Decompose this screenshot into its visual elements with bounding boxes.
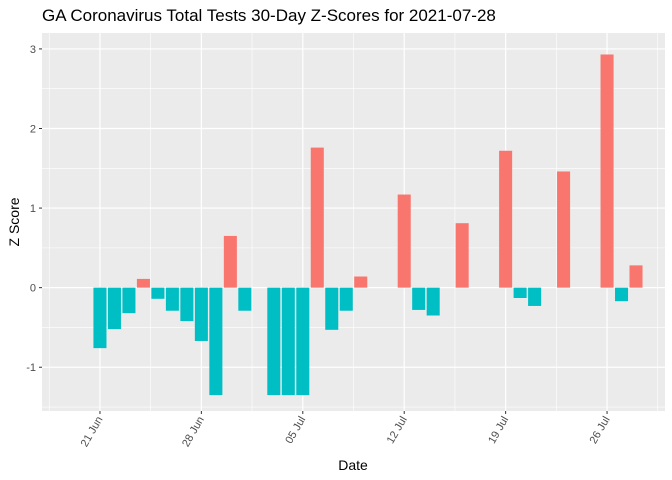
y-tick-label: 3 bbox=[30, 44, 36, 56]
bar bbox=[194, 287, 208, 341]
bar bbox=[93, 287, 107, 349]
bar bbox=[107, 287, 121, 330]
bar bbox=[238, 287, 252, 311]
chart-title: GA Coronavirus Total Tests 30-Day Z-Scor… bbox=[42, 6, 496, 25]
bar bbox=[267, 287, 281, 396]
bar bbox=[325, 287, 339, 330]
x-tick-label: 12 Jul bbox=[385, 415, 410, 446]
bar bbox=[310, 147, 324, 288]
x-axis: 21 Jun 28 Jun 05 Jul 12 Jul 19 Jul 26 Jul bbox=[79, 411, 613, 449]
y-axis: -1 0 1 2 3 bbox=[26, 44, 42, 374]
x-axis-title: Date bbox=[338, 457, 368, 473]
bar bbox=[339, 287, 353, 311]
y-axis-title: Z Score bbox=[6, 197, 22, 246]
bar bbox=[615, 287, 629, 302]
bar bbox=[412, 287, 426, 310]
bar bbox=[354, 276, 368, 288]
bar bbox=[223, 235, 237, 288]
bar bbox=[499, 150, 513, 288]
bar bbox=[151, 287, 165, 299]
x-tick-label: 26 Jul bbox=[588, 415, 613, 446]
bar bbox=[513, 287, 527, 298]
x-tick-label: 28 Jun bbox=[180, 415, 207, 450]
bar bbox=[455, 223, 469, 288]
bar bbox=[180, 287, 194, 322]
bar bbox=[296, 287, 310, 396]
x-tick-label: 19 Jul bbox=[486, 415, 511, 446]
bars bbox=[93, 54, 643, 396]
bar bbox=[122, 287, 136, 314]
x-tick-label: 05 Jul bbox=[283, 415, 308, 446]
y-tick-label: -1 bbox=[26, 362, 36, 374]
y-tick-label: 0 bbox=[30, 283, 36, 295]
x-tick-label: 21 Jun bbox=[79, 415, 106, 450]
bar bbox=[557, 171, 571, 288]
bar bbox=[629, 265, 643, 288]
bar bbox=[281, 287, 295, 396]
y-tick-label: 2 bbox=[30, 123, 36, 135]
bar bbox=[528, 287, 542, 306]
bar bbox=[426, 287, 440, 316]
bar bbox=[397, 194, 411, 288]
bar bbox=[165, 287, 179, 311]
bar bbox=[136, 278, 150, 288]
bar bbox=[209, 287, 223, 396]
bar bbox=[600, 54, 614, 288]
y-tick-label: 1 bbox=[30, 203, 36, 215]
